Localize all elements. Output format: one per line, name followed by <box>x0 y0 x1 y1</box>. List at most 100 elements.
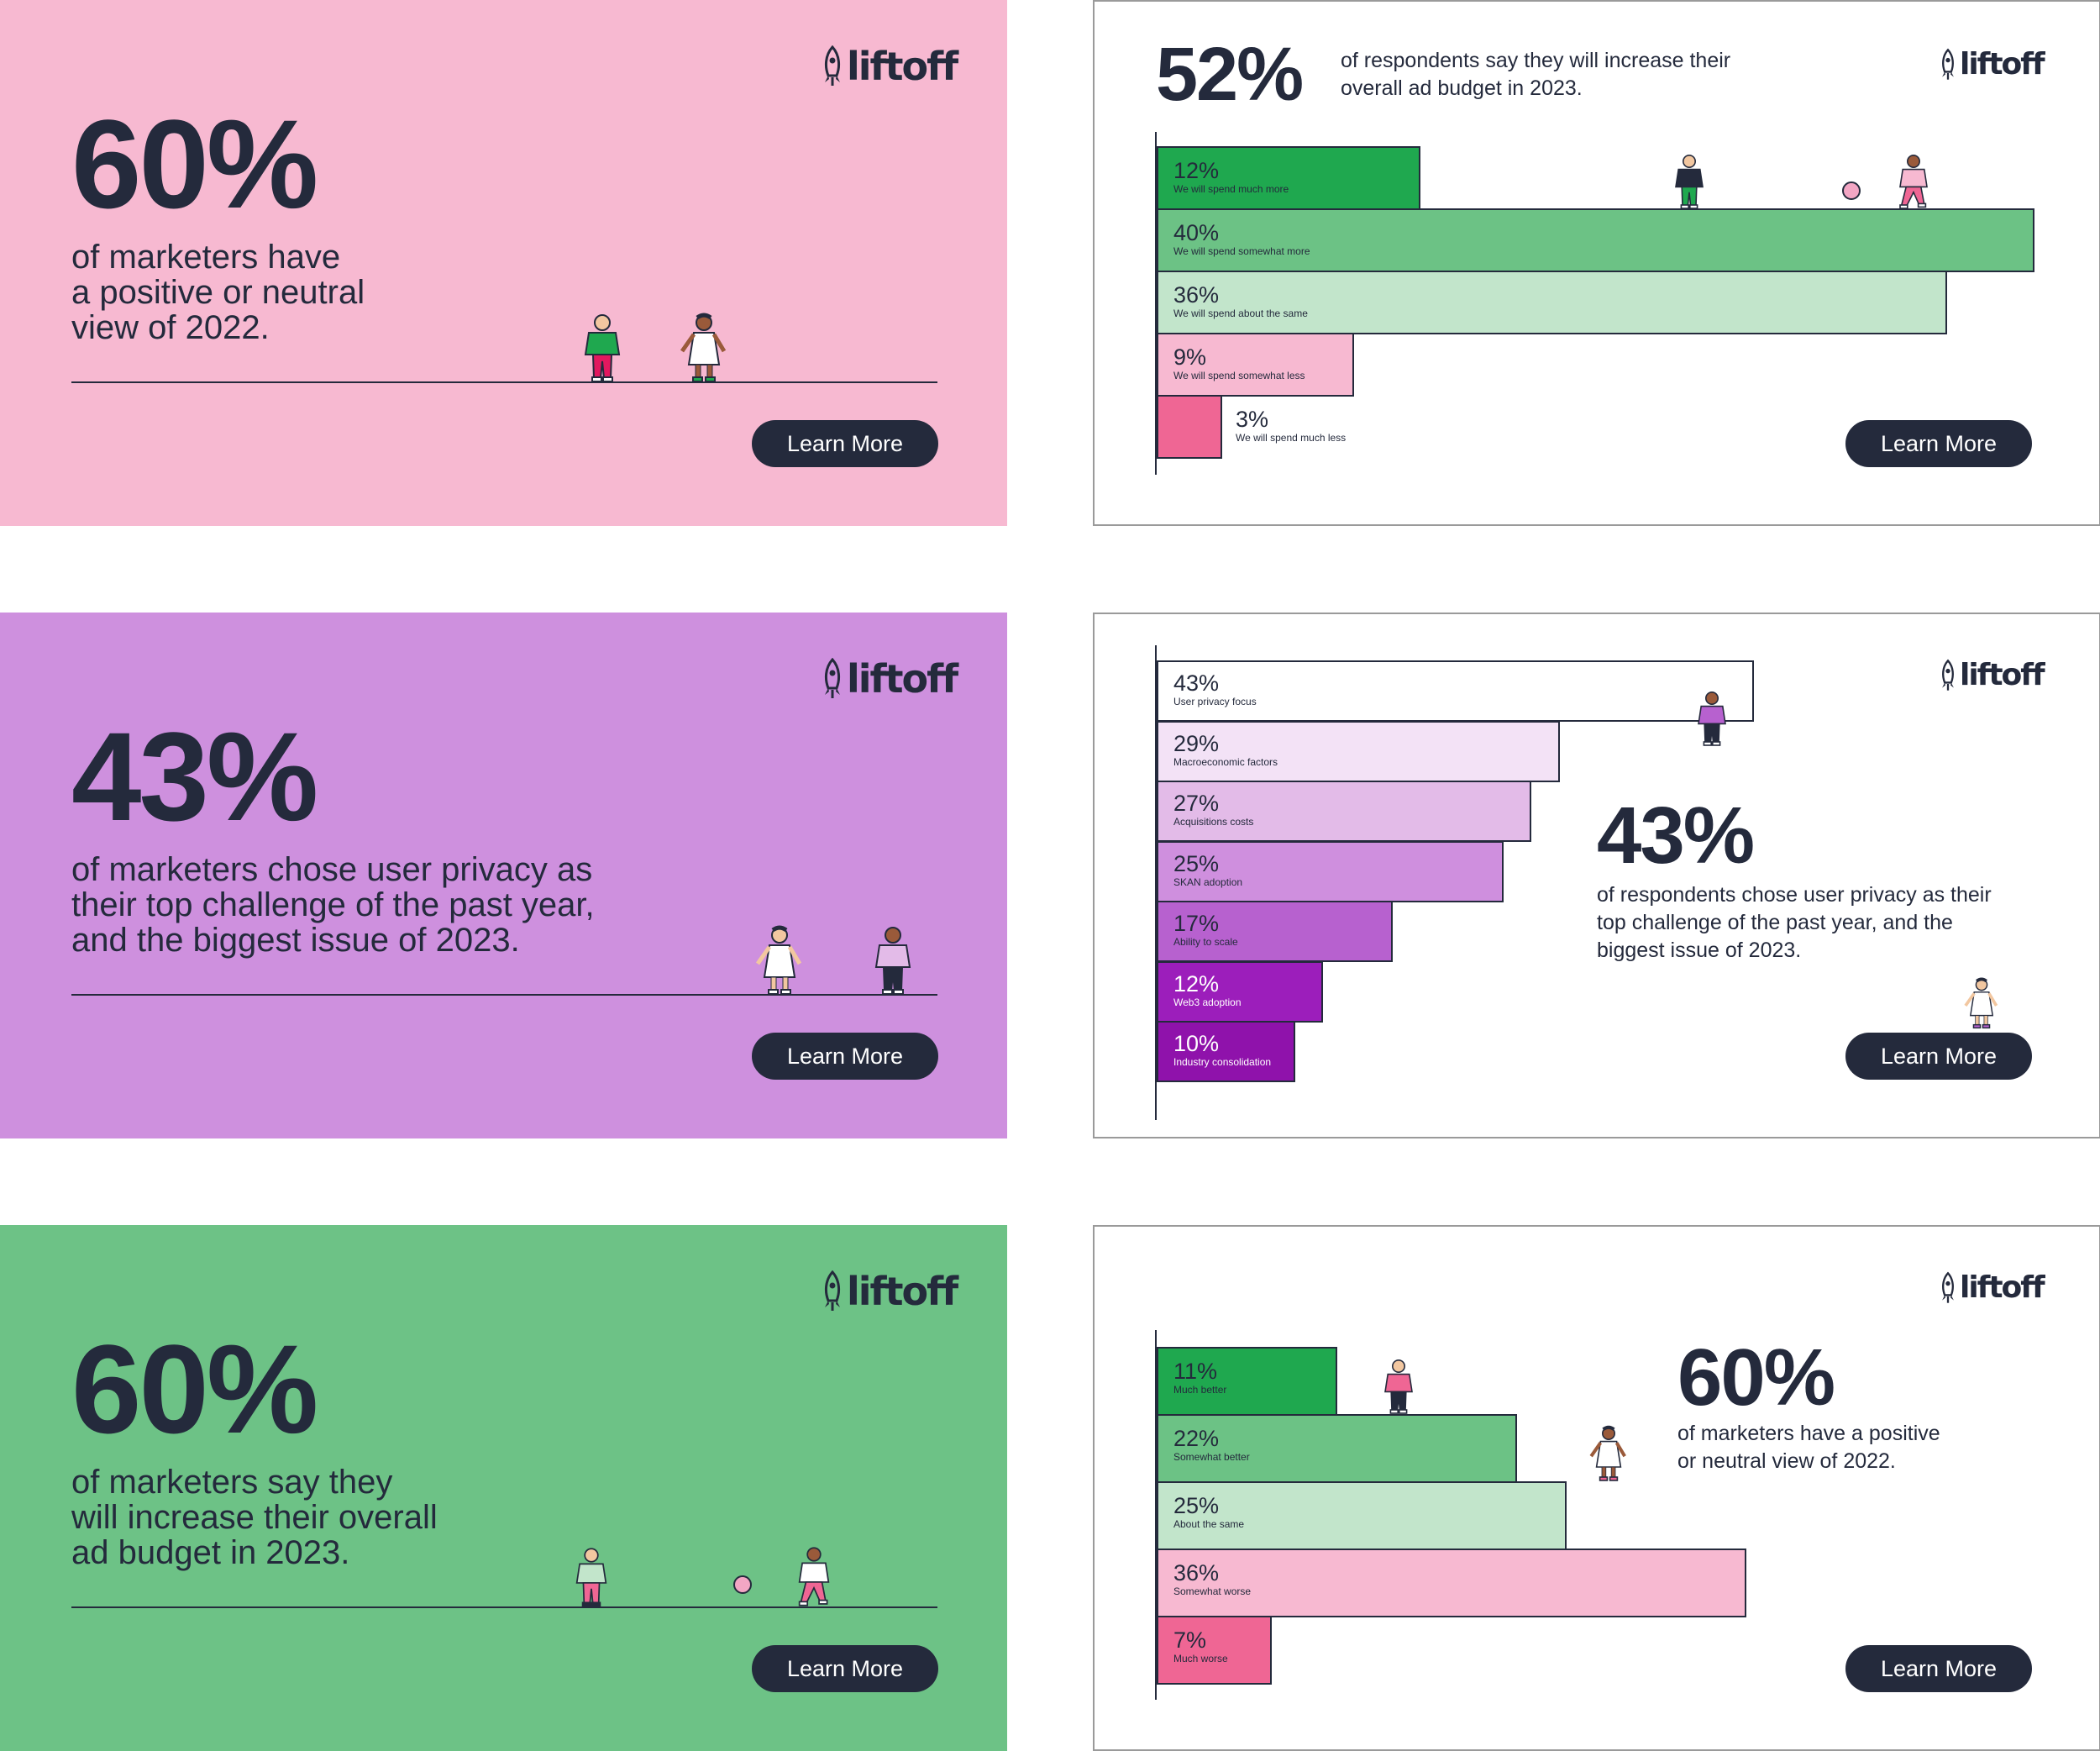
learn-more-button[interactable]: Learn More <box>1845 1033 2032 1080</box>
chart-axis <box>1155 132 1157 475</box>
headline-description: of marketers say they will increase their… <box>71 1464 438 1571</box>
card-positive-view: liftoff 60% of marketers have a positive … <box>0 0 1007 526</box>
bar-category-label: We will spend much more <box>1173 183 1289 195</box>
chart-bar <box>1157 840 1504 902</box>
bar-value-label: 12% <box>1173 970 1220 996</box>
bar-value-label: 11% <box>1173 1359 1218 1384</box>
chart-bar <box>1157 1414 1517 1483</box>
chart-bar <box>1157 333 1354 397</box>
ground-line <box>71 1606 937 1608</box>
chart-bar <box>1157 271 1947 334</box>
bar-category-label: User privacy focus <box>1173 696 1257 707</box>
card-user-privacy: liftoff 43% of marketers chose user priv… <box>0 613 1007 1138</box>
bar-value-label: 43% <box>1173 670 1220 696</box>
chart-bar <box>1157 960 1323 1023</box>
rocket-icon <box>1942 659 1954 691</box>
person-figure <box>1675 155 1704 209</box>
headline-description: of marketers chose user privacy as their … <box>71 851 595 959</box>
card-view-2022-chart: liftoff 11% Much better 22% Somewhat better… <box>1093 1225 2100 1751</box>
headline-stat: 60% <box>71 1318 318 1459</box>
bar-value-label: 40% <box>1173 220 1220 245</box>
logo-text: liftoff <box>1960 658 2045 692</box>
bar-category-label: We will spend much less <box>1236 432 1347 444</box>
bar-data-label: 17% Ability to scale <box>1173 912 1238 949</box>
ball-icon <box>733 1575 752 1594</box>
bar-data-label: 27% Acquisitions costs <box>1173 792 1253 828</box>
person-figure <box>680 313 727 382</box>
bar-category-label: Somewhat worse <box>1173 1585 1252 1597</box>
rocket-icon <box>824 1270 841 1311</box>
logo-text: liftoff <box>847 656 958 702</box>
bar-category-label: We will spend about the same <box>1173 308 1308 319</box>
bar-category-label: Ability to scale <box>1173 936 1238 948</box>
ball-icon <box>1842 181 1861 200</box>
bar-data-label: 25% About the same <box>1173 1495 1244 1531</box>
person-figure <box>1899 155 1928 209</box>
bar-data-label: 22% Somewhat better <box>1173 1428 1250 1464</box>
ground-line <box>71 994 937 996</box>
headline-description: of respondents chose user privacy as the… <box>1597 883 1992 962</box>
bar-value-label: 22% <box>1173 1426 1220 1451</box>
bar-value-label: 25% <box>1173 1493 1220 1518</box>
headline-stat: 60% <box>1677 1333 1835 1422</box>
headline-description: of marketers have a positive or neutral vi… <box>71 239 365 346</box>
card-top-challenges-chart: liftoff 43% User privacy focus 29% Macroeco… <box>1093 613 2100 1138</box>
headline-description: of respondents say they will increase th… <box>1341 49 1731 100</box>
bar-value-label: 10% <box>1173 1031 1220 1056</box>
bar-data-label: 36% Somewhat worse <box>1173 1562 1251 1598</box>
bar-category-label: We will spend somewhat less <box>1173 370 1305 381</box>
rocket-icon <box>824 45 841 86</box>
bar-value-label: 29% <box>1173 730 1220 756</box>
learn-more-button[interactable]: Learn More <box>1845 1645 2032 1692</box>
person-figure <box>798 1547 830 1606</box>
bar-data-label: 12% We will spend much more <box>1173 160 1289 196</box>
learn-more-button[interactable]: Learn More <box>752 1033 938 1080</box>
chart-bar <box>1157 1021 1295 1082</box>
bar-category-label: Somewhat better <box>1173 1451 1250 1463</box>
bar-data-label: 9% We will spend somewhat less <box>1173 346 1305 382</box>
liftoff-logo: liftoff <box>822 1269 958 1314</box>
learn-more-button[interactable]: Learn More <box>752 1645 938 1692</box>
learn-more-button[interactable]: Learn More <box>1845 420 2032 467</box>
headline-stat: 52% <box>1156 33 1304 117</box>
bar-value-label: 25% <box>1173 850 1220 876</box>
bar-value-label: 9% <box>1173 344 1207 370</box>
bar-value-label: 27% <box>1173 791 1220 816</box>
bar-category-label: Much worse <box>1173 1653 1228 1664</box>
liftoff-logo: liftoff <box>822 656 958 702</box>
bar-value-label: 17% <box>1173 911 1220 936</box>
liftoff-logo: liftoff <box>1940 1270 2045 1305</box>
headline-stat: 43% <box>71 706 318 847</box>
bar-data-label: 11% Much better <box>1173 1360 1226 1396</box>
headline-description: of marketers have a positive or neutral v… <box>1677 1422 1940 1473</box>
bar-category-label: Industry consolidation <box>1173 1056 1272 1068</box>
chart-bar <box>1157 781 1531 842</box>
logo-text: liftoff <box>1960 1270 2045 1305</box>
logo-text: liftoff <box>847 44 958 89</box>
headline-stat: 60% <box>71 93 318 234</box>
ground-line <box>71 381 937 383</box>
bar-category-label: We will spend somewhat more <box>1173 245 1310 257</box>
person-figure <box>1384 1359 1413 1414</box>
bar-data-label: 29% Macroeconomic factors <box>1173 730 1278 769</box>
person-figure <box>584 314 621 382</box>
chart-bar <box>1157 1549 1746 1617</box>
liftoff-logo: liftoff <box>1940 658 2045 692</box>
bar-value-label: 3% <box>1236 407 1269 432</box>
bar-data-label: 25% SKAN adoption <box>1173 850 1243 889</box>
bar-data-label: 3% We will spend much less <box>1236 408 1346 444</box>
person-figure <box>874 927 911 995</box>
liftoff-logo: liftoff <box>1940 47 2045 82</box>
logo-text: liftoff <box>847 1269 958 1314</box>
rocket-icon <box>1942 1271 1954 1303</box>
chart-bar <box>1157 1616 1272 1685</box>
logo-text: liftoff <box>1960 47 2045 82</box>
chart-bar <box>1157 395 1222 459</box>
bar-category-label: Web3 adoption <box>1173 996 1242 1008</box>
liftoff-logo: liftoff <box>822 44 958 89</box>
person-figure <box>755 925 802 995</box>
bar-value-label: 36% <box>1173 282 1220 308</box>
person-figure <box>575 1548 607 1607</box>
learn-more-button[interactable]: Learn More <box>752 420 938 467</box>
bar-category-label: SKAN adoption <box>1173 876 1243 888</box>
